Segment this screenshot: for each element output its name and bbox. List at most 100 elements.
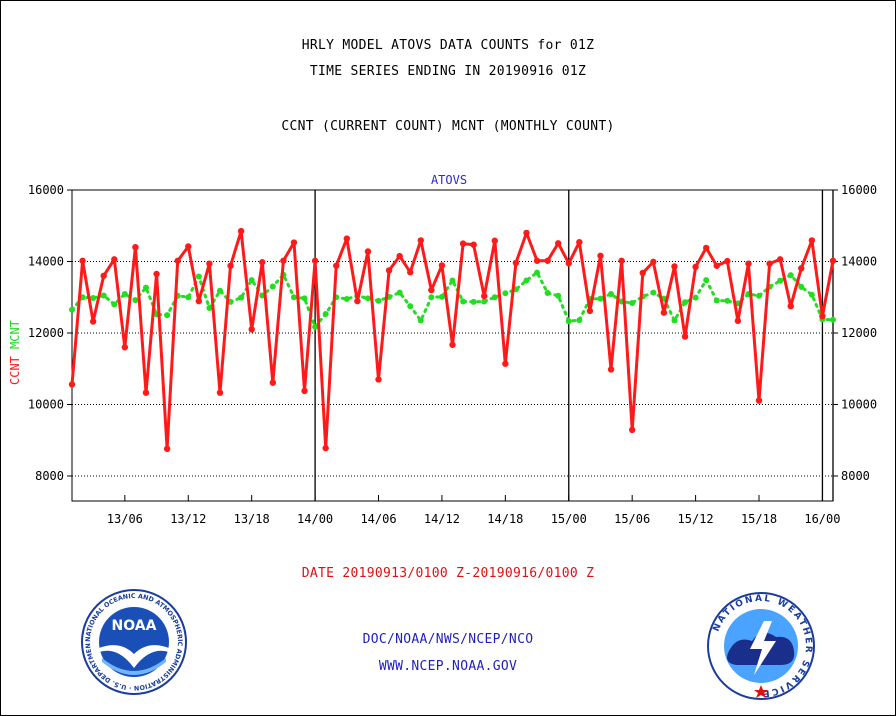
grid-layer — [72, 189, 834, 501]
ccnt-point — [650, 258, 657, 266]
ccnt-point — [597, 252, 604, 259]
nws-logo-icon: NATIONAL WEATHER SERVICE — [707, 592, 815, 700]
mcnt-point — [703, 277, 710, 284]
ccnt-point — [216, 389, 224, 396]
ccnt-point — [206, 260, 213, 267]
ccnt-point — [438, 262, 446, 269]
mcnt-point — [460, 298, 467, 305]
ccnt-point — [385, 267, 393, 274]
ccnt-point — [607, 366, 615, 373]
ccnt-point — [343, 235, 351, 242]
mcnt-point — [343, 296, 350, 303]
y-tick-label-right: 16000 — [841, 183, 877, 197]
y-tick-label-right: 10000 — [841, 397, 877, 411]
mcnt-point — [650, 289, 657, 296]
x-tick-label: 15/18 — [741, 512, 777, 526]
mcnt-point — [375, 297, 382, 304]
mcnt-point — [438, 293, 445, 300]
mcnt-point — [555, 292, 562, 299]
x-tick-label: 13/18 — [234, 512, 270, 526]
mcnt-point — [428, 294, 435, 301]
x-tick-label: 15/06 — [614, 512, 650, 526]
mcnt-point — [756, 292, 763, 299]
ccnt-point — [459, 240, 467, 247]
ccnt-point — [311, 257, 319, 264]
ccnt-point — [237, 227, 245, 235]
ccnt-point — [671, 263, 678, 270]
mcnt-point — [808, 291, 815, 298]
y-tick-label-right: 14000 — [841, 254, 877, 268]
ccnt-point — [512, 259, 520, 267]
ccnt-point — [808, 237, 816, 244]
mcnt-point — [69, 306, 75, 313]
mcnt-point — [364, 295, 371, 302]
ccnt-point — [660, 309, 668, 316]
mcnt-point — [449, 277, 456, 284]
y-tick-label-right: 12000 — [841, 326, 877, 340]
ccnt-point — [174, 257, 181, 264]
ccnt-point — [724, 257, 731, 265]
mcnt-point — [787, 272, 794, 279]
mcnt-point — [671, 317, 678, 324]
ccnt-point — [396, 252, 403, 260]
ccnt-point — [301, 387, 308, 395]
ccnt-point — [798, 265, 805, 272]
mcnt-point — [692, 294, 699, 301]
ccnt-point — [142, 389, 150, 396]
website-label: WWW.NCEP.NOAA.GOV — [378, 659, 518, 674]
ccnt-point — [755, 397, 763, 404]
mcnt-point — [132, 297, 139, 304]
ccnt-point — [417, 237, 424, 244]
ccnt-point — [819, 312, 826, 320]
ccnt-point — [618, 257, 625, 264]
mcnt-point — [396, 289, 403, 296]
mcnt-point — [724, 297, 731, 304]
ccnt-point — [829, 257, 837, 264]
ccnt-point — [481, 292, 488, 300]
y-tick-label-left: 8000 — [35, 469, 64, 483]
mcnt-point — [111, 301, 118, 308]
noaa-logo-text: NOAA — [112, 618, 157, 634]
y-tick-label-left: 12000 — [28, 326, 64, 340]
mcnt-point — [534, 269, 541, 276]
mcnt-point — [777, 277, 784, 284]
mcnt-point — [502, 290, 509, 297]
ccnt-point — [354, 297, 361, 305]
mcnt-point — [238, 294, 245, 301]
ccnt-point — [364, 248, 372, 255]
ccnt-point — [290, 239, 298, 246]
ccnt-point — [787, 302, 794, 310]
x-tick-label: 15/00 — [551, 512, 587, 526]
ccnt-point — [153, 270, 160, 278]
x-tick-label: 13/06 — [107, 512, 143, 526]
mcnt-point — [100, 292, 107, 299]
series-layer — [68, 227, 837, 453]
chart-title-line1: HRLY MODEL ATOVS DATA COUNTS for 01Z — [301, 38, 595, 53]
plot-inset-title: ATOVS — [431, 173, 467, 187]
y-tick-label-left: 16000 — [28, 183, 64, 197]
y-axis-label-ccnt: CCNT — [8, 356, 22, 385]
ccnt-point — [628, 426, 636, 434]
ccnt-point — [195, 297, 203, 305]
ccnt-point — [702, 244, 710, 252]
ccnt-point — [407, 269, 414, 276]
ccnt-point — [776, 256, 784, 263]
y-tick-label-left: 10000 — [28, 397, 64, 411]
ccnt-point — [554, 240, 562, 247]
mcnt-point — [121, 291, 128, 298]
ccnt-point — [586, 307, 594, 315]
mcnt-point — [629, 299, 636, 306]
ccnt-point — [766, 260, 773, 267]
ccnt-point — [89, 318, 97, 325]
ccnt-point — [79, 257, 86, 264]
ccnt-point — [333, 262, 340, 269]
ccnt-point — [502, 360, 509, 367]
ccnt-point — [576, 238, 583, 246]
ccnt-point — [68, 381, 76, 388]
mcnt-point — [301, 295, 308, 302]
org-path-label: DOC/NOAA/NWS/NCEP/NCO — [362, 632, 534, 647]
x-tick-label: 16/00 — [804, 512, 840, 526]
ccnt-point — [745, 260, 752, 267]
chart-subtitle: CCNT (CURRENT COUNT) MCNT (MONTHLY COUNT… — [281, 119, 615, 134]
mcnt-point — [407, 303, 414, 310]
